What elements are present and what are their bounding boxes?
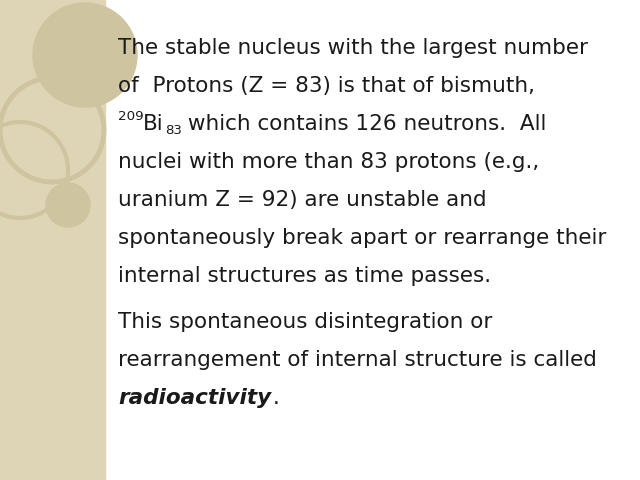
Text: nuclei with more than 83 protons (e.g.,: nuclei with more than 83 protons (e.g., bbox=[118, 152, 540, 172]
Text: of  Protons (Z = 83) is that of bismuth,: of Protons (Z = 83) is that of bismuth, bbox=[118, 76, 535, 96]
Text: radioactivity: radioactivity bbox=[118, 388, 271, 408]
Text: which contains 126 neutrons.  All: which contains 126 neutrons. All bbox=[181, 114, 547, 134]
Text: uranium Z = 92) are unstable and: uranium Z = 92) are unstable and bbox=[118, 190, 486, 210]
Text: rearrangement of internal structure is called: rearrangement of internal structure is c… bbox=[118, 350, 597, 370]
Text: Bi: Bi bbox=[143, 114, 164, 134]
Text: This spontaneous disintegration or: This spontaneous disintegration or bbox=[118, 312, 492, 332]
Circle shape bbox=[46, 183, 90, 227]
Text: 209: 209 bbox=[118, 110, 144, 123]
Text: 83: 83 bbox=[165, 124, 182, 137]
Bar bbox=[0, 0, 105, 480]
Text: spontaneously break apart or rearrange their: spontaneously break apart or rearrange t… bbox=[118, 228, 606, 248]
Text: The stable nucleus with the largest number: The stable nucleus with the largest numb… bbox=[118, 38, 588, 58]
Circle shape bbox=[33, 3, 137, 107]
Text: .: . bbox=[273, 388, 280, 408]
Text: internal structures as time passes.: internal structures as time passes. bbox=[118, 266, 491, 286]
